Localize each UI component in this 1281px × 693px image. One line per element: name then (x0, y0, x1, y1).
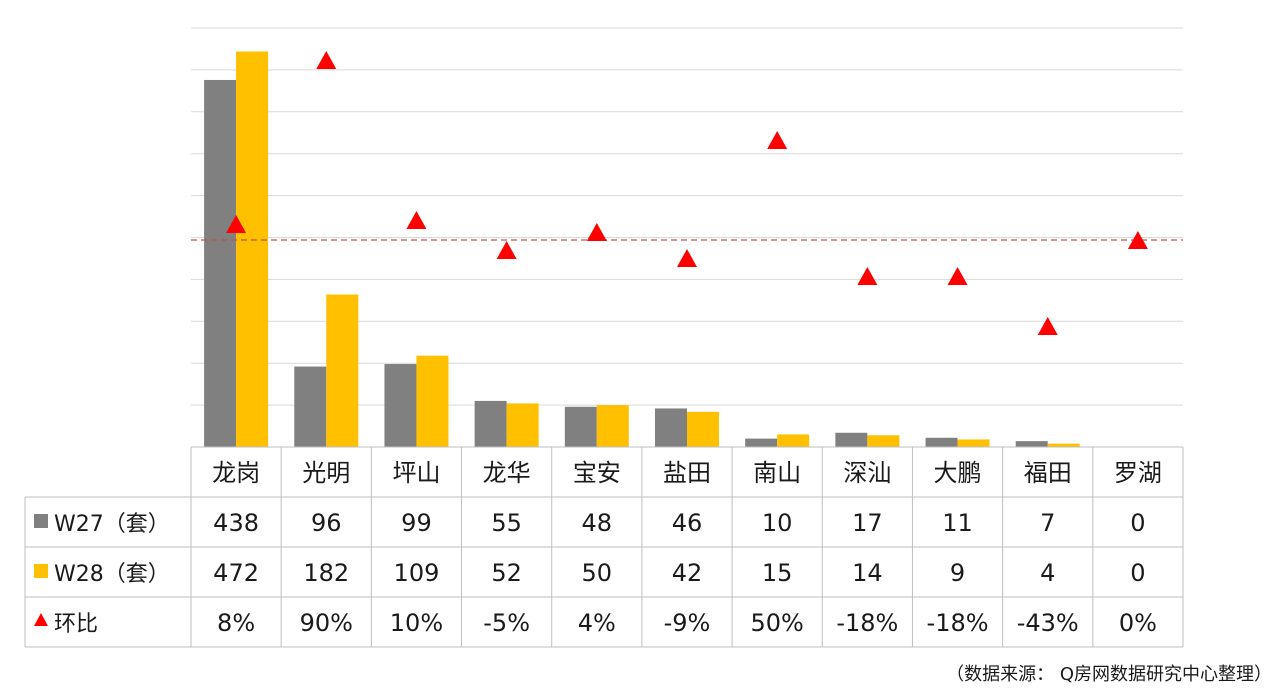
cell-ratio: -9% (664, 609, 711, 637)
bar-w28 (687, 411, 719, 447)
cell-ratio: 8% (217, 609, 255, 637)
bar-w28 (416, 355, 449, 447)
cell-w27: 48 (582, 509, 613, 537)
cell-w27: 17 (852, 509, 883, 537)
ratio-marker (767, 131, 788, 149)
category-label: 宝安 (573, 459, 621, 487)
bar-w27 (564, 406, 597, 447)
data-table: 龙岗 光明 坪山 龙华 宝安 盐田 南山 深汕 大鹏 福田 罗湖 W27（套） 438 96 99 55 48 4… (24, 446, 1184, 648)
legend-key-w28 (34, 564, 48, 578)
row-label-ratio: 环比 (54, 612, 98, 637)
cell-w27: 11 (942, 509, 973, 537)
cell-w28: 9 (950, 559, 965, 587)
category-label: 大鹏 (934, 459, 982, 487)
cell-w27: 7 (1040, 509, 1055, 537)
category-label: 南山 (753, 459, 801, 487)
source-note: （数据来源： Q房网数据研究中心整理） (946, 664, 1272, 685)
row-label-w27: W27（套） (54, 512, 170, 537)
cell-w28: 15 (762, 559, 793, 587)
bar-w28 (236, 51, 269, 448)
bar-w27 (655, 408, 687, 447)
cell-ratio: 0% (1119, 609, 1157, 637)
ratio-marker (586, 223, 607, 241)
cell-ratio: 50% (751, 609, 804, 637)
bar-w28 (596, 405, 629, 447)
cell-w28: 50 (582, 559, 613, 587)
cell-w27: 55 (491, 509, 522, 537)
cell-w28: 52 (491, 559, 522, 587)
category-label: 坪山 (392, 459, 440, 487)
bars (204, 51, 1080, 448)
category-label: 深汕 (843, 459, 891, 487)
cell-ratio: -18% (927, 609, 989, 637)
bar-w27 (384, 364, 417, 447)
ratio-marker (316, 51, 337, 69)
category-label: 龙华 (483, 459, 531, 487)
ratio-marker (677, 249, 697, 267)
cell-w28: 472 (213, 559, 259, 587)
ratio-markers (226, 51, 1148, 335)
bar-w28 (957, 439, 990, 447)
bar-w27 (294, 366, 327, 447)
ratio-marker (1127, 231, 1148, 249)
bar-w28 (1047, 443, 1080, 447)
bar-w28 (867, 435, 900, 447)
bar-w27 (925, 437, 958, 447)
cell-ratio: 10% (390, 609, 443, 637)
cell-w28: 42 (672, 559, 703, 587)
cell-w28: 0 (1130, 559, 1145, 587)
ratio-marker (857, 267, 878, 285)
legend-key-w27 (34, 514, 48, 528)
category-label: 盐田 (663, 459, 711, 487)
ratio-marker (947, 267, 968, 285)
cell-w27: 438 (213, 509, 259, 537)
ratio-marker (496, 241, 517, 259)
cell-ratio: 90% (300, 609, 353, 637)
cell-ratio: -18% (836, 609, 898, 637)
cell-w28: 109 (394, 559, 440, 587)
bar-w28 (506, 403, 539, 447)
bar-w27 (745, 438, 778, 447)
ratio-marker (226, 215, 247, 233)
cell-w27: 46 (672, 509, 703, 537)
bar-w27 (204, 79, 237, 448)
ratio-marker (406, 211, 427, 229)
cell-w28: 182 (303, 559, 349, 587)
bar-w28 (326, 294, 359, 447)
cell-w27: 0 (1130, 509, 1145, 537)
cell-w27: 99 (401, 509, 432, 537)
cell-w27: 10 (762, 509, 793, 537)
legend-key-ratio (34, 613, 48, 626)
category-label: 龙岗 (212, 459, 260, 487)
row-label-w28: W28（套） (54, 562, 170, 587)
category-label: 福田 (1024, 459, 1072, 487)
bar-w28 (777, 434, 810, 447)
category-label: 光明 (302, 459, 350, 487)
cell-ratio: 4% (578, 609, 616, 637)
ratio-marker (1037, 317, 1058, 335)
cell-ratio: -43% (1017, 609, 1079, 637)
cell-w28: 14 (852, 559, 883, 587)
bar-w27 (1015, 441, 1048, 447)
bar-w27 (835, 432, 868, 447)
cell-w27: 96 (311, 509, 342, 537)
cell-ratio: -5% (483, 609, 530, 637)
bar-w27 (474, 400, 507, 447)
category-label: 罗湖 (1114, 459, 1162, 487)
cell-w28: 4 (1040, 559, 1055, 587)
